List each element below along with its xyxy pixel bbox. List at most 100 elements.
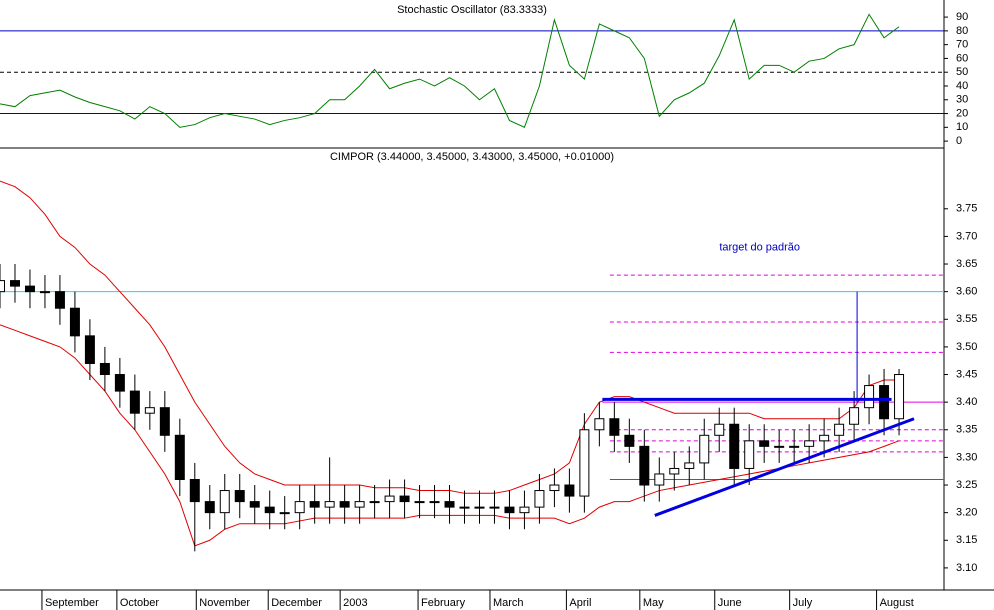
stochastic-line [0, 13, 900, 129]
candle-body [144, 407, 155, 414]
candle-body [204, 501, 215, 514]
y-tick-label: 60 [956, 52, 968, 64]
candle-body [624, 434, 635, 447]
y-tick-label: 70 [956, 39, 968, 51]
y-tick-label: 80 [956, 25, 968, 37]
candle-body [9, 280, 20, 287]
candle-body [804, 440, 815, 447]
candle-body [129, 390, 140, 414]
candle-body [489, 506, 500, 509]
x-tick-label: 2003 [343, 597, 367, 609]
x-tick-label: February [421, 597, 466, 609]
y-tick-label: 3.50 [956, 341, 977, 353]
candle-body [774, 445, 785, 448]
y-tick-label: 3.65 [956, 258, 977, 270]
candle-body [564, 484, 575, 497]
candle-body [69, 307, 80, 337]
x-tick-label: December [271, 597, 322, 609]
x-tick-label: October [120, 597, 159, 609]
candle-body [399, 495, 410, 503]
candle-body [894, 374, 905, 420]
candle-body [414, 501, 425, 504]
candle-body [594, 418, 605, 431]
x-tick-label: June [718, 597, 742, 609]
y-tick-label: 3.70 [956, 230, 977, 242]
candle-body [519, 506, 530, 514]
y-tick-label: 90 [956, 11, 968, 23]
y-tick-label: 30 [956, 94, 968, 106]
candle-body [699, 434, 710, 464]
candle-body [279, 512, 290, 515]
candle-body [219, 490, 230, 514]
candle-body [459, 506, 470, 509]
candle-body [684, 462, 695, 469]
candle-body [759, 440, 770, 447]
y-tick-label: 3.35 [956, 424, 977, 436]
x-tick-label: April [569, 597, 591, 609]
candle-body [534, 490, 545, 508]
candle-body [834, 423, 845, 436]
y-tick-label: 50 [956, 66, 968, 78]
candle-body [849, 407, 860, 425]
candle-body [549, 484, 560, 492]
candle-body [0, 280, 5, 293]
candle-body [609, 418, 620, 436]
y-tick-label: 0 [956, 135, 962, 147]
x-tick-label: March [493, 597, 524, 609]
candle-body [879, 385, 890, 420]
candle-body [84, 335, 95, 364]
candle-body [99, 362, 110, 376]
candle-body [669, 467, 680, 475]
candle-body [39, 291, 50, 294]
candle-body [579, 429, 590, 497]
x-tick-label: August [880, 597, 914, 609]
candle-body [639, 445, 650, 486]
candle-body [444, 501, 455, 508]
candle-body [384, 495, 395, 503]
candle-body [339, 501, 350, 508]
x-tick-label: November [199, 597, 250, 609]
candle-body [654, 473, 665, 486]
candle-body [234, 490, 245, 503]
candle-body [714, 423, 725, 436]
y-tick-label: 3.60 [956, 286, 977, 298]
candle-body [429, 501, 440, 504]
y-tick-label: 3.20 [956, 507, 977, 519]
candle-body [189, 479, 200, 503]
candle-body [369, 501, 380, 504]
y-tick-label: 3.25 [956, 479, 977, 491]
candle-body [744, 440, 755, 469]
y-tick-label: 3.55 [956, 313, 977, 325]
y-tick-label: 20 [956, 107, 968, 119]
candle-body [54, 291, 65, 309]
candle-body [309, 501, 320, 508]
candle-body [264, 506, 275, 514]
candle-body [294, 501, 305, 514]
y-tick-label: 3.30 [956, 451, 977, 463]
chart-title: CIMPOR (3.44000, 3.45000, 3.43000, 3.450… [330, 151, 614, 163]
candle-body [249, 501, 260, 508]
candle-body [159, 407, 170, 436]
x-tick-label: July [793, 597, 813, 609]
candle-body [324, 501, 335, 508]
candle-body [114, 374, 125, 392]
candle-body [474, 506, 485, 509]
annotation: target do padrão [719, 241, 800, 253]
y-tick-label: 3.40 [956, 396, 977, 408]
candle-body [354, 501, 365, 508]
candle-body [789, 445, 800, 448]
candle-body [864, 385, 875, 409]
candle-body [729, 423, 740, 469]
x-tick-label: May [643, 597, 664, 609]
candle-body [819, 434, 830, 442]
y-tick-label: 40 [956, 80, 968, 92]
y-tick-label: 3.10 [956, 562, 977, 574]
y-tick-label: 10 [956, 121, 968, 133]
y-tick-label: 3.15 [956, 534, 977, 546]
trend-line [654, 417, 915, 517]
x-tick-label: September [45, 597, 99, 609]
candle-body [24, 285, 35, 293]
